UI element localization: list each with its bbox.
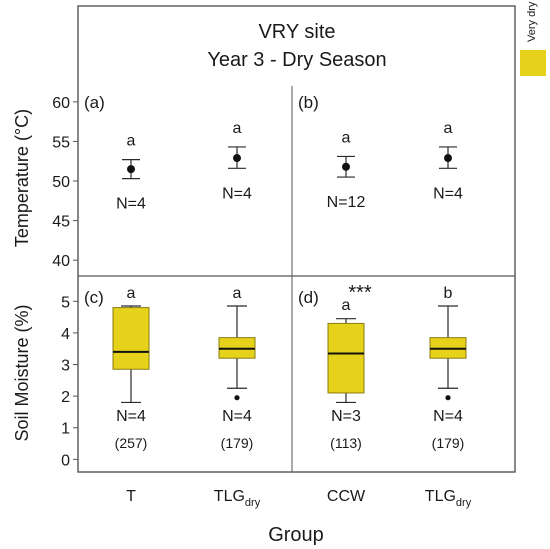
box <box>112 307 150 370</box>
y-axis-title-temperature: Temperature (°C) <box>12 109 32 247</box>
y-tick-label-soil-moisture: 3 <box>61 358 70 375</box>
y-tick-label-soil-moisture: 1 <box>61 421 70 438</box>
legend-label: Very dry <box>526 1 538 42</box>
x-tick-label-main: CCW <box>327 488 366 505</box>
significance-letter: a <box>342 129 351 146</box>
panel-label-c: (c) <box>84 288 104 307</box>
legend-swatch <box>520 50 546 76</box>
y-tick-label-temperature: 40 <box>52 253 70 270</box>
x-tick-label-main: TLG <box>214 488 245 505</box>
significance-marker: *** <box>348 282 372 304</box>
significance-letter: a <box>342 297 351 314</box>
y-axis-title-soil-moisture: Soil Moisture (%) <box>12 304 32 441</box>
mean-point <box>233 154 241 163</box>
x-tick-label: TLGdry <box>425 488 472 509</box>
y-tick-label-temperature: 50 <box>52 174 70 191</box>
y-tick-label-soil-moisture: 4 <box>61 326 70 343</box>
panel-label-d: (d) <box>298 288 319 307</box>
mean-point <box>127 165 135 174</box>
x-tick-label-subscript: dry <box>245 497 261 509</box>
title-line-2: Year 3 - Dry Season <box>207 49 386 71</box>
significance-letter: a <box>233 285 242 302</box>
y-tick-label-temperature: 45 <box>52 214 70 231</box>
observation-count-label: (113) <box>330 435 362 451</box>
y-tick-label-temperature: 60 <box>52 95 70 112</box>
x-tick-label: TLGdry <box>214 488 261 509</box>
sample-size-label: N=4 <box>222 408 252 425</box>
observation-count-label: (257) <box>115 435 148 451</box>
significance-letter: a <box>444 120 453 137</box>
x-tick-label-subscript: dry <box>456 497 472 509</box>
sample-size-label: N=4 <box>116 196 146 213</box>
sample-size-label: N=3 <box>331 408 361 425</box>
sample-size-label: N=4 <box>116 408 146 425</box>
plot-frame <box>77 5 516 473</box>
outlier-point <box>445 395 451 401</box>
x-axis-title: Group <box>268 524 324 546</box>
sample-size-label: N=12 <box>327 194 366 211</box>
y-tick-label-soil-moisture: 5 <box>61 294 70 311</box>
mean-point <box>444 154 452 163</box>
title-line-1: VRY site <box>258 21 335 43</box>
significance-letter: a <box>127 133 136 150</box>
outlier-point <box>234 395 240 401</box>
y-tick-label-soil-moisture: 2 <box>61 389 70 406</box>
significance-letter: b <box>444 285 453 302</box>
observation-count-label: (179) <box>432 435 465 451</box>
panel-label-a: (a) <box>84 93 105 112</box>
observation-count-label: (179) <box>221 435 254 451</box>
panel-label-b: (b) <box>298 93 319 112</box>
significance-letter: a <box>127 285 136 302</box>
mean-point <box>342 162 350 171</box>
sample-size-label: N=4 <box>222 185 252 202</box>
x-tick-label-main: T <box>126 488 136 505</box>
x-tick-label: CCW <box>327 488 366 505</box>
y-tick-label-soil-moisture: 0 <box>61 452 70 469</box>
sample-size-label: N=4 <box>433 185 463 202</box>
x-tick-label: T <box>126 488 136 505</box>
significance-letter: a <box>233 120 242 137</box>
x-tick-label-main: TLG <box>425 488 456 505</box>
y-tick-label-temperature: 55 <box>52 134 70 151</box>
box <box>327 322 365 394</box>
sample-size-label: N=4 <box>433 408 463 425</box>
